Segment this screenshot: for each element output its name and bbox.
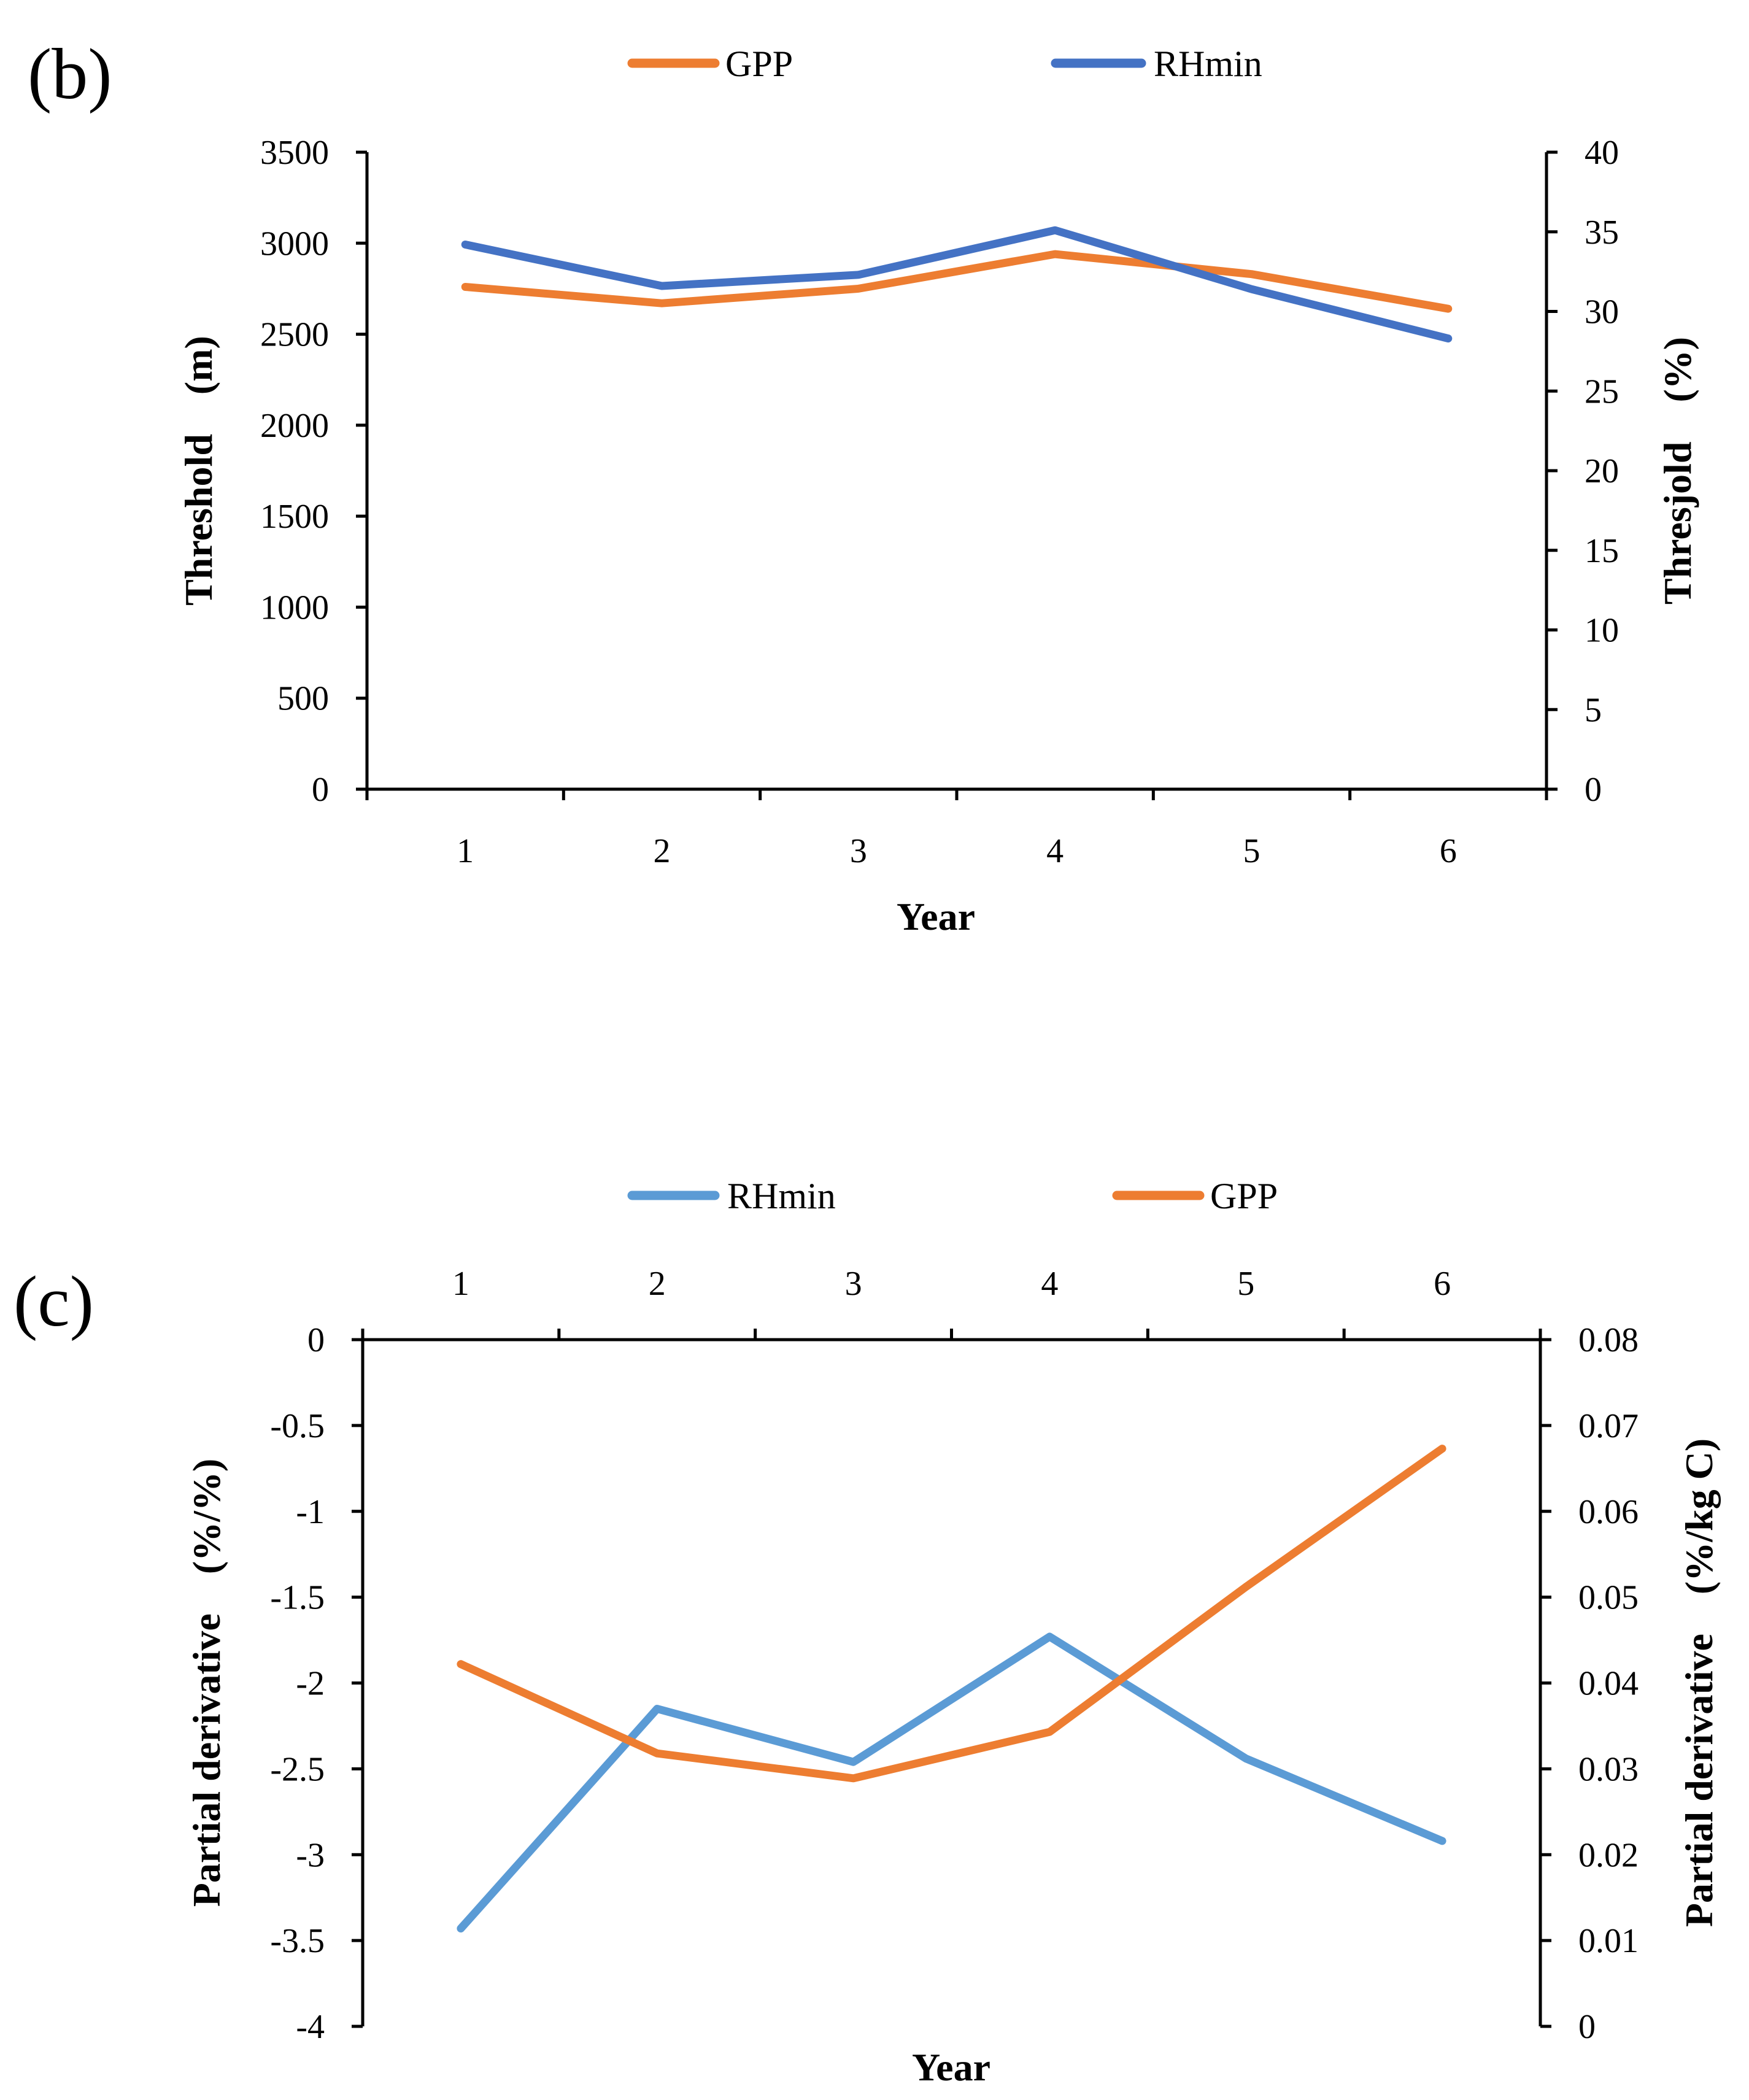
panel-c-x-axis: 1 2 3 4 5 6 [361, 1265, 1542, 1341]
panel-c-left-axis-title: Partial derivative (%/%) [185, 1459, 228, 1907]
panel-b-x-tick-label: 5 [1243, 832, 1261, 870]
panel-c-left-tick-label: -2.5 [270, 1750, 325, 1788]
panel-b-series-rhmin-line [461, 226, 1453, 343]
panel-c-right-tick-label: 0.04 [1578, 1665, 1639, 1703]
panel-b-right-tick-label: 0 [1585, 771, 1602, 809]
panel-b-right-tick-label: 5 [1585, 691, 1602, 729]
panel-c-x-tick-label: 3 [845, 1265, 862, 1303]
panel-b-right-tick-label: 25 [1585, 373, 1619, 411]
panel-c-x-axis-title: Year [912, 2045, 990, 2089]
panel-b-left-tick-label: 2000 [260, 407, 329, 445]
panel-b-right-y-axis: 0 5 10 15 20 25 30 35 40 [1545, 134, 1619, 809]
panel-c-legend-gpp-label: GPP [1210, 1176, 1278, 1216]
panel-b-left-tick-label: 3500 [260, 134, 329, 172]
panel-b-left-tick-label: 1000 [260, 589, 329, 627]
panel-b-legend-gpp-label: GPP [725, 44, 793, 84]
panel-c-x-tick-label: 5 [1237, 1265, 1254, 1303]
panel-b-series-gpp-line [461, 250, 1453, 313]
panel-b-right-tick-label: 15 [1585, 532, 1619, 570]
panel-c-right-y-axis: 0 0.01 0.02 0.03 0.04 0.05 0.06 0.07 0.08 [1539, 1321, 1639, 2046]
panel-b-right-axis-title: Thresjold (%) [1656, 337, 1699, 604]
panel-c-right-tick-label: 0.05 [1578, 1579, 1639, 1617]
panel-b-left-tick-label: 3000 [260, 225, 329, 263]
panel-c-left-y-axis: 0 -0.5 -1 -1.5 -2 -2.5 -3 -3.5 -4 [270, 1321, 365, 2046]
panel-b-x-tick-label: 1 [457, 832, 474, 870]
panel-c-right-tick-label: 0.01 [1578, 1922, 1639, 1960]
panel-c-right-axis-title: Partial derivative (%/kg C) [1677, 1438, 1721, 1927]
panel-b-label: (b) [28, 34, 112, 114]
panel-c-series-rhmin-line [457, 1632, 1446, 1932]
panel-c-x-tick-label: 1 [452, 1265, 469, 1303]
panel-c-x-tick-label: 4 [1041, 1265, 1058, 1303]
panel-c-label: (c) [14, 1261, 94, 1341]
panel-c-right-tick-label: 0 [1578, 2008, 1596, 2046]
panel-c-left-tick-label: -4 [296, 2008, 325, 2046]
panel-b-legend: GPP RHmin [627, 44, 1262, 84]
panel-c-right-tick-label: 0.06 [1578, 1493, 1639, 1531]
panel-c-x-tick-label: 2 [649, 1265, 666, 1303]
panel-b-left-tick-label: 0 [312, 771, 329, 809]
panel-b-x-tick-label: 2 [654, 832, 671, 870]
panel-b-right-tick-label: 35 [1585, 214, 1619, 252]
panel-c-series-gpp-line [457, 1445, 1446, 1783]
panel-c-left-tick-label: 0 [307, 1321, 325, 1359]
panel-b-right-tick-label: 30 [1585, 293, 1619, 331]
panel-b-left-tick-label: 1500 [260, 498, 329, 536]
panel-b-right-tick-label: 20 [1585, 452, 1619, 490]
panel-c-series [457, 1445, 1446, 1932]
panel-b-left-axis-title: Threshold (m) [177, 336, 220, 606]
panel-b-right-tick-label: 10 [1585, 612, 1619, 650]
panel-c-legend-rhmin-label: RHmin [727, 1176, 836, 1216]
panel-c-left-tick-label: -2 [296, 1665, 325, 1703]
panel-b-x-tick-label: 3 [850, 832, 867, 870]
panel-b-series [461, 226, 1453, 343]
panel-b-left-tick-label: 2500 [260, 316, 329, 354]
panel-b-x-axis-title: Year [897, 895, 975, 938]
panel-c-right-tick-label: 0.03 [1578, 1750, 1639, 1788]
panel-c-right-tick-label: 0.08 [1578, 1321, 1639, 1359]
panel-c-left-tick-label: -1 [296, 1493, 325, 1531]
panel-c-right-tick-label: 0.02 [1578, 1836, 1639, 1874]
panel-b-x-tick-label: 4 [1046, 832, 1064, 870]
panel-b-left-tick-label: 500 [277, 680, 329, 718]
panel-b-x-tick-label: 6 [1440, 832, 1457, 870]
panel-c: (c) RHmin GPP 0-0.5-1-1.5-2-2.5-3-3.5-4 … [14, 1176, 1721, 2089]
panel-c-left-tick-label: -0.5 [270, 1407, 325, 1445]
panel-b-x-axis: 1 2 3 4 5 6 [365, 787, 1548, 870]
panel-c-x-tick-label: 6 [1434, 1265, 1451, 1303]
panel-c-left-tick-label: -3.5 [270, 1922, 325, 1960]
panel-b-left-y-axis: 0 500 1000 1500 2000 2500 3000 3500 [260, 134, 369, 809]
panel-b-right-tick-label: 40 [1585, 134, 1619, 172]
panel-b: (b) GPP RHmin 05001000150020002500300035… [28, 34, 1699, 938]
panel-c-left-tick-label: -3 [296, 1836, 325, 1874]
panel-c-right-tick-label: 0.07 [1578, 1407, 1639, 1445]
panel-c-left-tick-label: -1.5 [270, 1579, 325, 1617]
panel-b-legend-rhmin-label: RHmin [1154, 44, 1262, 84]
panel-c-legend: RHmin GPP [627, 1176, 1278, 1216]
